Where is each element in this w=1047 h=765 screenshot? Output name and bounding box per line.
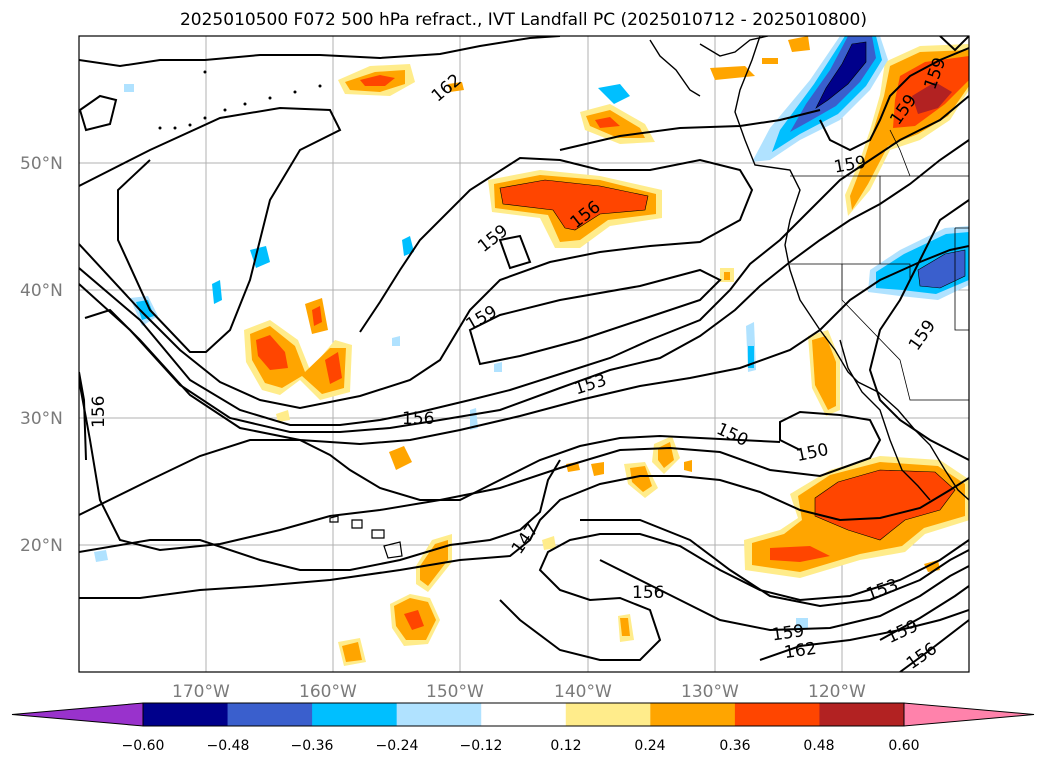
colorbar-box: [312, 703, 398, 726]
colorbar-box: [396, 703, 482, 726]
contour-162-south: [759, 609, 969, 661]
contour-lower-loop: [498, 234, 532, 270]
lat-label: 50°N: [20, 154, 63, 174]
height-contours: [79, 36, 969, 672]
contour-159-inland: [868, 199, 969, 461]
contour-150: [79, 379, 882, 552]
colorbar-tick-label: 0.48: [803, 738, 834, 754]
colorbar-extend-high: [903, 702, 1035, 727]
contour-label: 162: [783, 639, 818, 663]
contour-lower-band-3: [599, 559, 969, 632]
colorbar: [11, 702, 1035, 727]
contour-153: [84, 245, 969, 446]
colorbar-tick-label: 0.36: [719, 738, 750, 754]
colorbar-box: [734, 703, 820, 726]
contour-156-inner: [79, 139, 969, 433]
contour-159-inner: [559, 109, 821, 151]
aleutian-islands: [158, 70, 322, 130]
coastlines: [649, 36, 969, 501]
contour-label: 156: [402, 409, 434, 429]
contour-159-loop: [79, 94, 118, 132]
lon-label: 130°W: [681, 682, 739, 702]
map-title: 2025010500 F072 500 hPa refract., IVT La…: [179, 10, 867, 30]
lat-label: 20°N: [20, 536, 63, 556]
lon-label: 160°W: [299, 682, 357, 702]
lon-label: 120°W: [808, 682, 866, 702]
colorbar-box: [819, 703, 905, 726]
colorbar-tick-label: 0.60: [888, 738, 919, 754]
colorbar-tick-label: 0.24: [634, 738, 665, 754]
contour-162-ne: [939, 36, 969, 52]
contour-lower-band-1: [499, 533, 969, 661]
colorbar-box: [143, 703, 229, 726]
contour-156-west: [79, 95, 969, 426]
colorbar-tick-label: −0.36: [291, 738, 334, 754]
lon-label: 140°W: [554, 682, 612, 702]
positive-patches: [244, 36, 969, 666]
contour-156-south: [79, 475, 969, 599]
gridlines: [79, 36, 969, 672]
contour-label: 156: [89, 396, 109, 428]
lon-label: 150°W: [426, 682, 484, 702]
lon-label: 170°W: [172, 682, 230, 702]
colorbar-tick-label: −0.24: [376, 738, 419, 754]
colorbar-box: [650, 703, 736, 726]
map-frame: [78, 35, 970, 673]
contour-159-ne: [819, 47, 969, 152]
colorbar-tick-label: 0.12: [550, 738, 581, 754]
state-borders: [790, 129, 969, 401]
contour-innerloop-mid: [468, 268, 722, 366]
colorbar-ticks: −0.60 −0.48 −0.36 −0.24 −0.12 0.12 0.24 …: [122, 738, 920, 754]
colorbar-tick-label: −0.12: [460, 738, 503, 754]
latitude-labels: 50°N 40°N 30°N 20°N: [20, 154, 63, 556]
colorbar-frame: [142, 702, 905, 727]
contour-159-central: [79, 156, 754, 410]
contour-162-north: [79, 36, 561, 68]
hawaii-islands: [329, 515, 403, 559]
contour-156-se: [899, 619, 969, 672]
colorbar-box: [481, 703, 567, 726]
colorbar-extend-low: [11, 702, 144, 727]
contour-159-se: [879, 585, 969, 641]
contour-147: [79, 434, 781, 516]
contour-156-bl: [79, 371, 87, 461]
contour-label: 156: [632, 583, 664, 603]
patch-outlines: [499, 41, 966, 541]
lat-label: 30°N: [20, 409, 63, 429]
colorbar-box: [565, 703, 651, 726]
contour-label: 159: [771, 621, 806, 645]
longitude-labels: 170°W 160°W 150°W 140°W 130°W 120°W: [172, 682, 866, 702]
contour-159-west: [79, 106, 342, 353]
lat-label: 40°N: [20, 281, 63, 301]
contour-147-south: [79, 459, 561, 571]
colorbar-tick-label: −0.60: [122, 738, 165, 754]
colorbar-tick-label: −0.48: [207, 738, 250, 754]
contour-lower-band-2: [580, 519, 969, 608]
colorbar-box: [227, 703, 313, 726]
